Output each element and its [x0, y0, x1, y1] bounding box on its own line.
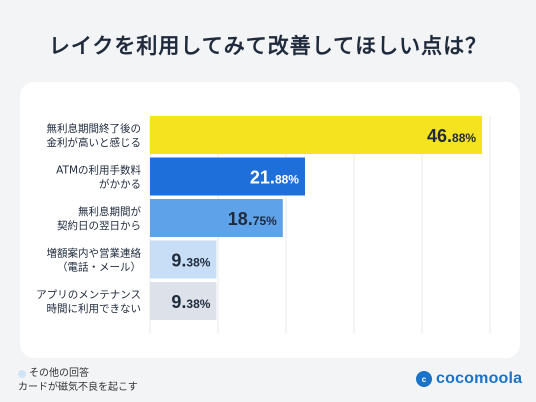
category-label: 時間に利用できない [47, 303, 142, 315]
footnote-line-2: カードが磁気不良を起こす [18, 382, 138, 393]
logo-icon: c [416, 371, 432, 387]
footnote-line-1: その他の回答 [29, 368, 89, 379]
bar [150, 240, 217, 279]
bar [150, 116, 483, 154]
chart-card: 無利息期間終了後の 金利が高いと感じる 46.88% ATMの利用手数料 がかかる 21.… [20, 82, 520, 358]
data-label-dec: 88% [275, 173, 299, 187]
data-label-dec: 88% [452, 131, 476, 145]
category-label: 無利息期間終了後の [47, 122, 142, 135]
data-label-int: 18. [228, 209, 253, 229]
category-label: ATMの利用手数料 [56, 164, 141, 177]
category-label: 増額案内や営業連絡 [47, 247, 142, 260]
category-label: がかかる [99, 178, 141, 191]
data-label-dec: 75% [253, 214, 277, 228]
logo-text: cocomoola [436, 370, 523, 387]
data-label: 21.88% [250, 168, 299, 188]
chart-title: レイクを利用してみて改善してほしい点は？ [48, 34, 488, 58]
footnote: その他の回答 カードが磁気不良を起こす [18, 367, 138, 395]
data-label: 18.75% [228, 209, 277, 229]
brand-logo: c cocomoola [416, 370, 522, 388]
category-label: 金利が高いと感じる [47, 136, 142, 149]
bar [150, 157, 305, 196]
category-label: 無利息期間が [78, 205, 141, 218]
note-bullet-icon [18, 370, 26, 378]
bar [150, 199, 283, 237]
data-label-int: 46. [427, 126, 452, 146]
data-label-int: 21. [250, 168, 275, 188]
data-label-dec: 38% [186, 297, 210, 311]
data-label: 46.88% [427, 126, 476, 146]
data-label-int: 9. [171, 292, 186, 312]
category-label: アプリのメンテナンス [36, 289, 141, 301]
data-label: 9.38% [171, 292, 210, 312]
bar [150, 282, 217, 320]
category-label: 契約日の翌日から [57, 219, 141, 232]
data-label-dec: 38% [186, 256, 210, 270]
data-label-int: 9. [171, 251, 186, 271]
data-label: 9.38% [171, 251, 210, 271]
category-label: （電話・メール） [57, 261, 141, 274]
